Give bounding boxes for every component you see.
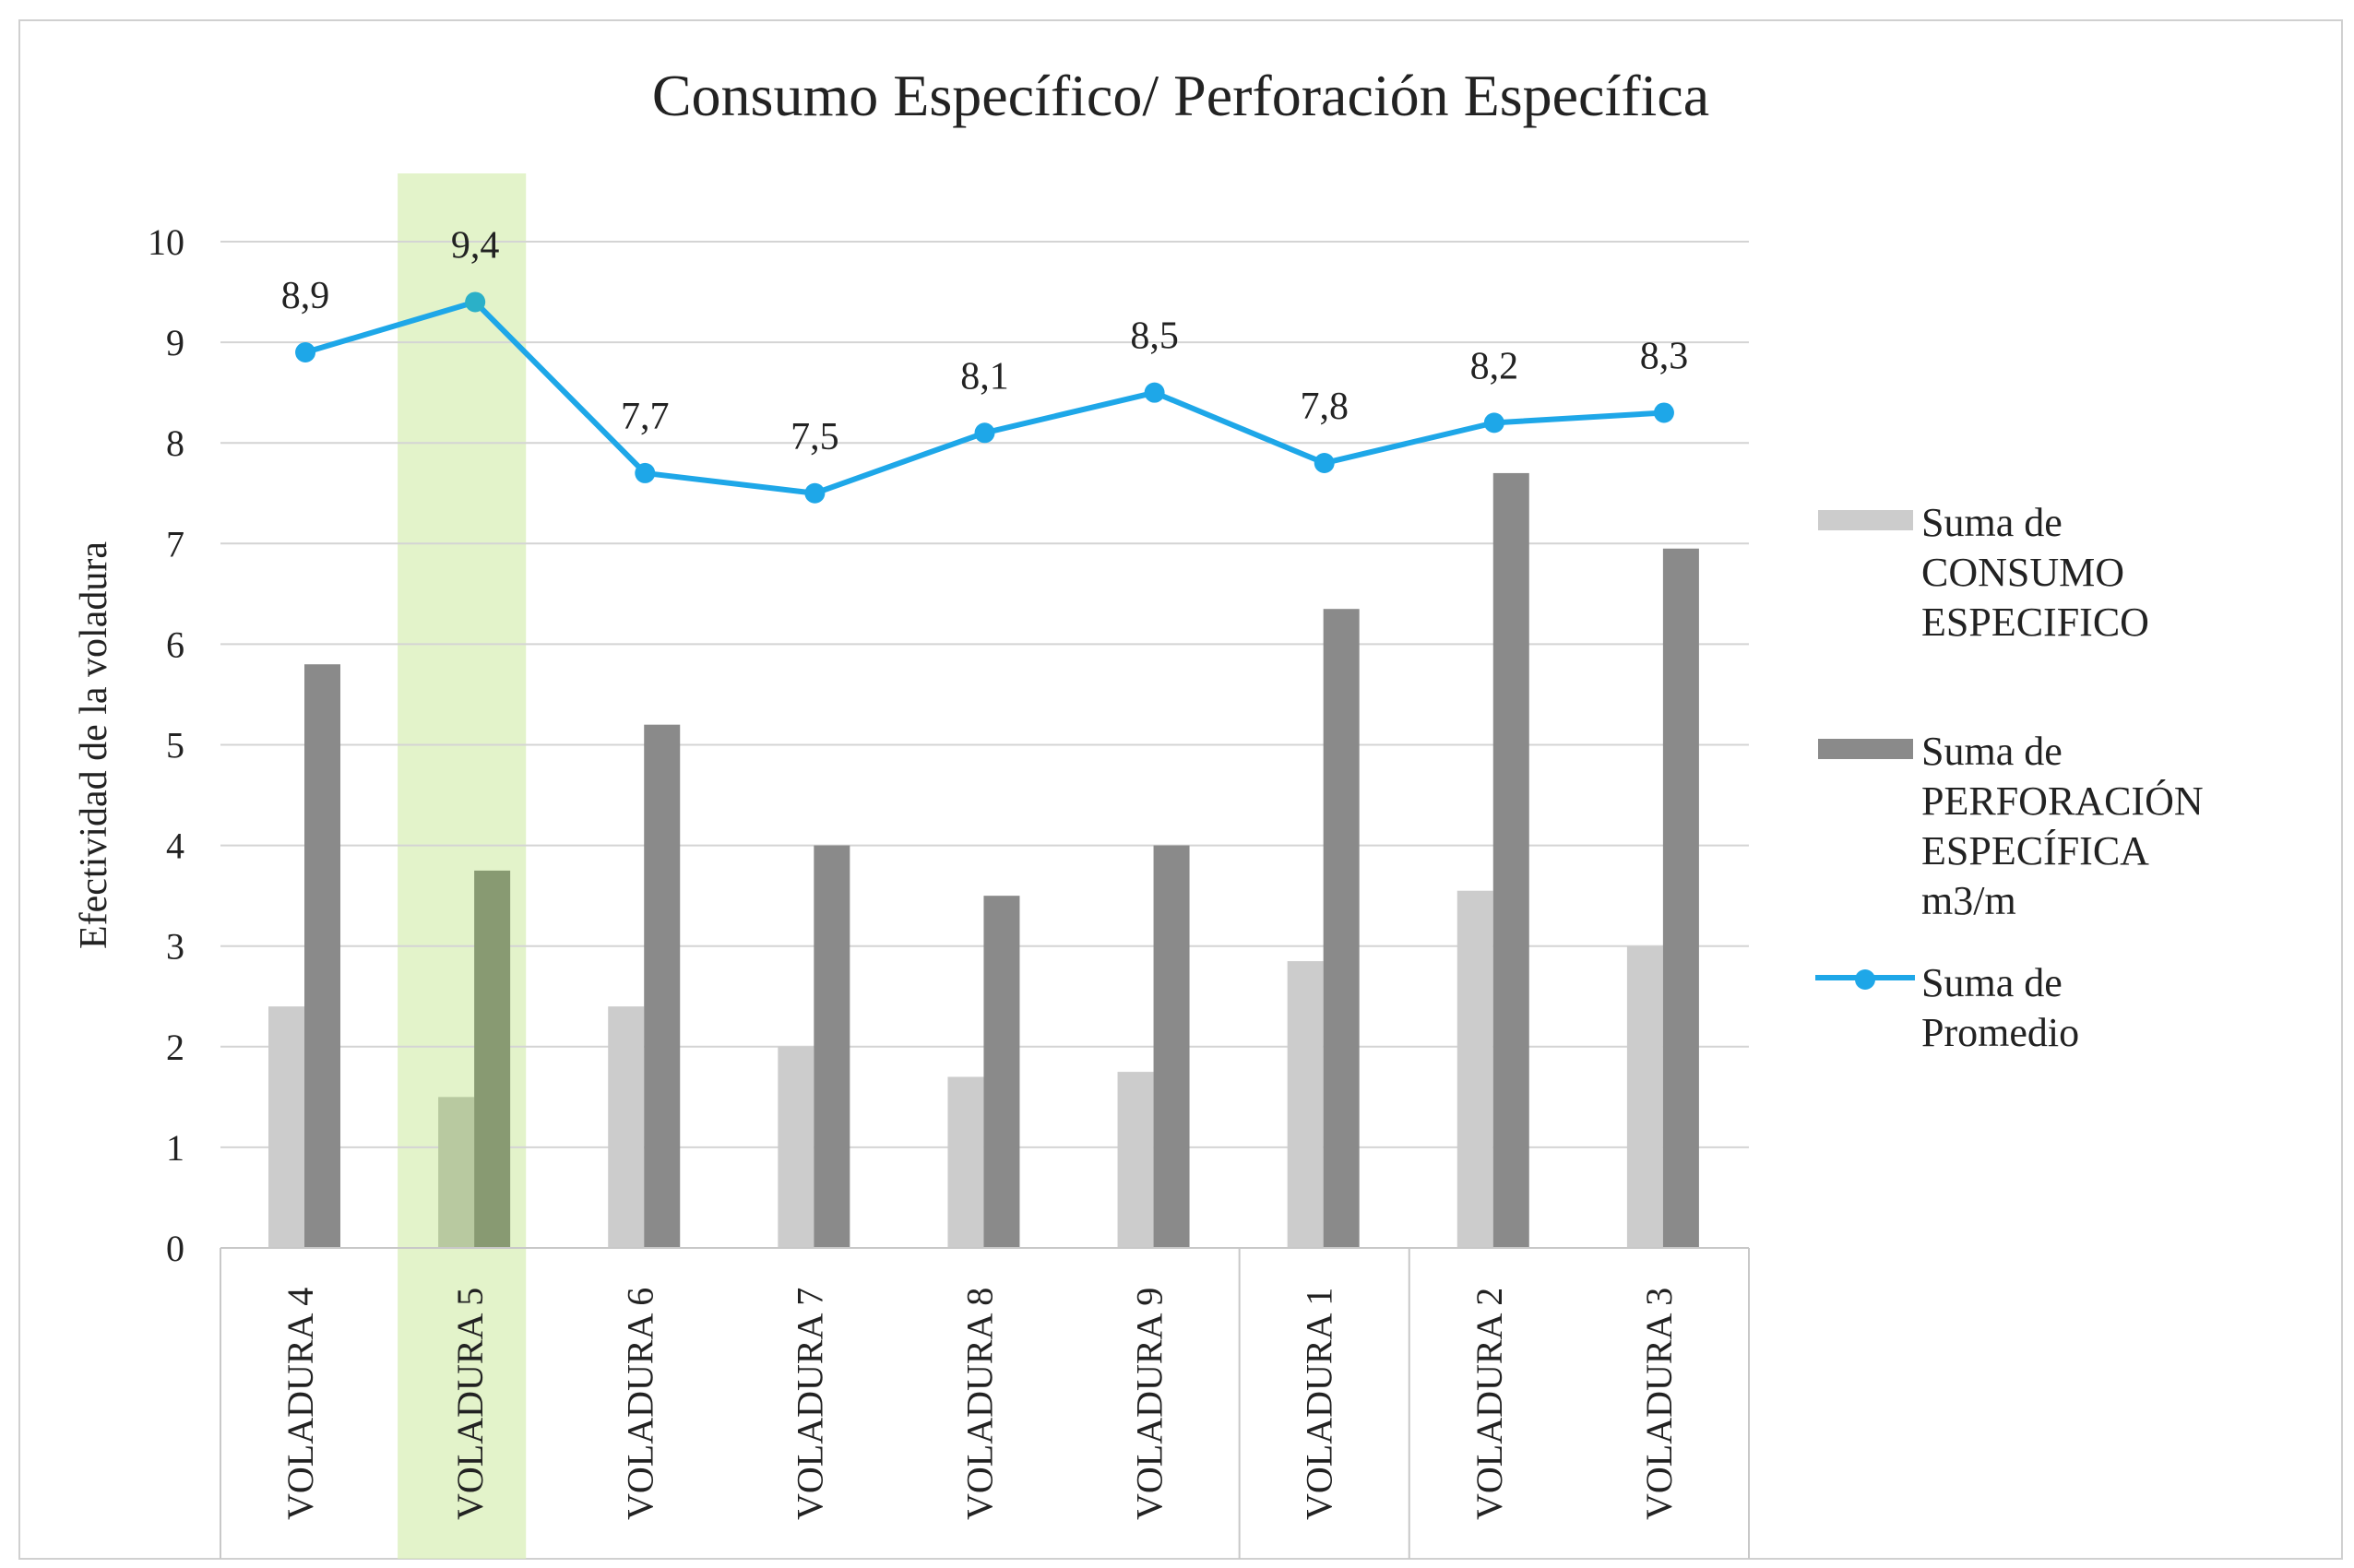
y-axis-label: Efectividad de la voladura (73, 541, 115, 949)
bar-consumo (438, 1097, 475, 1248)
legend-label: ESPECÍFICA (1921, 828, 2149, 873)
bars (268, 472, 1699, 1248)
legend-swatch-0 (1818, 510, 1913, 530)
legend-label: ESPECIFICO (1921, 600, 2149, 645)
data-label: 8,3 (1640, 335, 1689, 377)
bar-perforacion (814, 845, 850, 1248)
x-tick-label: VOLADURA 5 (449, 1288, 491, 1520)
data-label: 7,8 (1300, 386, 1349, 428)
promedio-point (635, 462, 656, 483)
bar-perforacion (644, 724, 681, 1248)
y-tick-label: 1 (166, 1127, 184, 1169)
x-tick-label: VOLADURA 7 (789, 1288, 830, 1520)
bar-perforacion (304, 664, 340, 1248)
legend-swatch-1 (1818, 739, 1913, 759)
bar-perforacion (1492, 472, 1529, 1248)
category-axis: VOLADURA 4 VOLADURA 5 VOLADURA 6 VOLADURA 7… (220, 1247, 1750, 1559)
data-label: 8,1 (960, 355, 1009, 398)
data-label: 9,4 (451, 224, 500, 267)
y-tick-labels: 0 1 2 3 4 5 6 7 8 9 10 (148, 221, 184, 1269)
y-tick-label: 8 (166, 422, 184, 464)
bar-consumo (947, 1076, 984, 1248)
x-tick-label: VOLADURA 4 (279, 1288, 321, 1520)
x-tick-label: VOLADURA 1 (1299, 1288, 1340, 1520)
data-label: 8,9 (281, 275, 330, 317)
promedio-point (1314, 453, 1335, 474)
bar-consumo (1117, 1072, 1154, 1248)
bar-consumo (1456, 890, 1493, 1248)
bar-perforacion (1323, 609, 1360, 1248)
highlight-band (398, 173, 527, 1559)
promedio-point (295, 342, 316, 363)
bar-consumo (778, 1046, 814, 1248)
promedio-point (974, 422, 995, 444)
bar-perforacion (474, 870, 511, 1248)
y-tick-label: 6 (166, 624, 184, 665)
y-tick-label: 5 (166, 725, 184, 766)
bar-consumo (1626, 945, 1663, 1248)
legend-label: m3/m (1921, 878, 2016, 923)
bar-consumo (1287, 961, 1324, 1248)
promedio-point (1144, 382, 1165, 403)
promedio-point (804, 482, 826, 504)
legend-label: Suma de (1921, 729, 2063, 774)
y-tick-label: 4 (166, 826, 184, 867)
y-tick-label: 7 (166, 523, 184, 564)
promedio-point (465, 291, 486, 313)
x-tick-label: VOLADURA 8 (959, 1288, 1001, 1520)
x-tick-label: VOLADURA 3 (1638, 1288, 1680, 1520)
bar-consumo (268, 1006, 304, 1248)
legend-label: Suma de (1921, 960, 2063, 1005)
promedio-point (1653, 402, 1674, 423)
bar-perforacion (983, 896, 1020, 1248)
legend-marker (1855, 969, 1875, 990)
chart-title: Consumo Específico/ Perforación Específi… (652, 63, 1709, 128)
legend-label: PERFORACIÓN (1921, 778, 2204, 824)
highlight-rect (398, 173, 527, 1559)
line-series: 8,9 9,4 7,7 7,5 8,1 8,5 7,8 8,2 8,3 (281, 224, 1689, 504)
bar-perforacion (1153, 845, 1190, 1248)
y-tick-label: 9 (166, 322, 184, 363)
y-tick-label: 0 (166, 1228, 184, 1269)
legend-label: Suma de (1921, 500, 2063, 545)
promedio-point (1483, 412, 1504, 434)
legend-label: Promedio (1921, 1010, 2079, 1055)
y-tick-label: 2 (166, 1027, 184, 1068)
x-tick-label: VOLADURA 6 (619, 1288, 660, 1520)
data-label: 7,5 (791, 416, 839, 458)
y-tick-label: 10 (148, 221, 184, 263)
data-label: 7,7 (621, 396, 670, 438)
bar-consumo (608, 1006, 645, 1248)
bar-perforacion (1662, 548, 1699, 1248)
x-tick-label: VOLADURA 2 (1468, 1288, 1510, 1520)
x-tick-label: VOLADURA 9 (1129, 1288, 1171, 1520)
data-label: 8,2 (1470, 345, 1519, 387)
legend-label: CONSUMO (1921, 550, 2124, 595)
data-label: 8,5 (1130, 315, 1179, 358)
y-tick-label: 3 (166, 926, 184, 968)
